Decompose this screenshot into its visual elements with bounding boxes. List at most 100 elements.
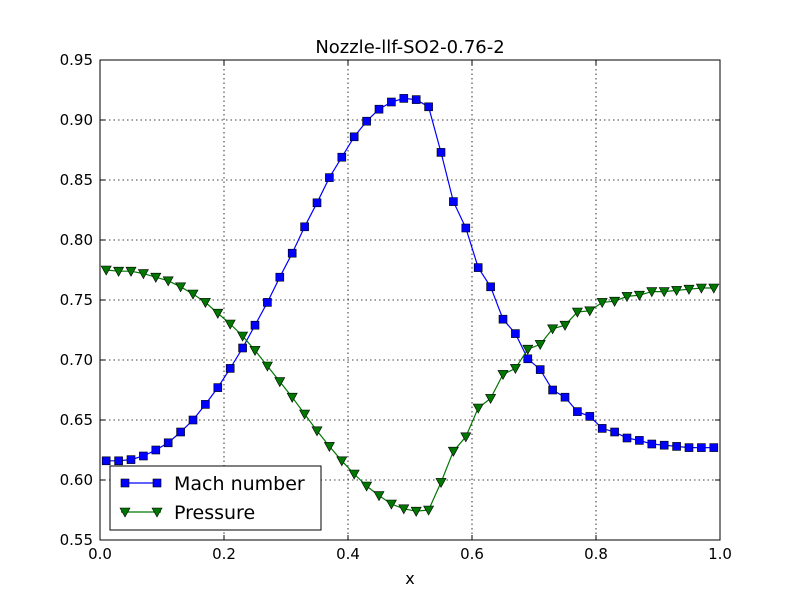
data-point-mach-number — [411, 95, 421, 104]
data-point-pressure — [447, 446, 459, 457]
data-point-pressure — [485, 394, 497, 405]
data-point-pressure — [658, 287, 670, 298]
data-point-mach-number — [287, 248, 297, 258]
data-point-pressure — [435, 478, 447, 489]
data-point-pressure — [175, 282, 187, 293]
series-line-mach-number — [106, 97, 714, 462]
data-point-pressure — [460, 432, 472, 443]
data-point-pressure — [187, 289, 199, 300]
data-point-mach-number — [114, 456, 123, 466]
data-point-pressure — [286, 392, 298, 403]
data-point-pressure — [199, 298, 211, 309]
axis-ticks: 0.0 0.2 0.4 0.6 0.8 1.0 0.55 0.60 0.65 0.70 0.75 0.… — [60, 51, 732, 563]
data-point-mach-number — [560, 392, 570, 402]
data-point-pressure — [150, 272, 162, 283]
data-point-mach-number — [473, 263, 483, 272]
data-point-pressure — [274, 377, 286, 388]
data-point-pressure — [609, 296, 621, 307]
data-point-mach-number — [635, 436, 644, 445]
y-tick-label: 0.60 — [60, 471, 93, 489]
data-point-pressure — [596, 298, 608, 309]
data-point-mach-number — [709, 443, 719, 452]
data-point-mach-number — [511, 329, 520, 338]
data-point-mach-number — [424, 102, 433, 112]
y-tick-label: 0.75 — [60, 291, 93, 309]
x-tick-label: 1.0 — [708, 545, 732, 563]
x-tick-label: 0.2 — [212, 545, 236, 563]
data-point-mach-number — [610, 427, 619, 437]
legend-marker-mach-number — [120, 478, 130, 488]
data-point-pressure — [261, 361, 273, 372]
data-point-mach-number — [697, 443, 706, 452]
data-point-mach-number — [163, 438, 173, 448]
data-point-mach-number — [238, 343, 247, 353]
data-point-mach-number — [597, 424, 607, 433]
data-point-mach-number — [548, 385, 557, 395]
data-point-mach-number — [101, 456, 111, 466]
data-point-pressure — [472, 403, 484, 414]
x-axis-label: x — [405, 569, 414, 588]
data-point-mach-number — [573, 407, 582, 416]
data-point-pressure — [398, 504, 410, 515]
data-point-mach-number — [647, 439, 657, 449]
data-point-pressure — [410, 506, 422, 517]
legend-label-mach-number: Mach number — [174, 473, 305, 495]
data-point-pressure — [584, 306, 596, 317]
data-point-pressure — [683, 284, 695, 295]
data-point-mach-number — [684, 443, 694, 452]
data-point-mach-number — [387, 97, 396, 107]
data-point-mach-number — [300, 222, 309, 232]
data-point-pressure — [137, 269, 149, 280]
legend-box — [109, 465, 322, 531]
data-point-mach-number — [275, 272, 285, 282]
data-point-pressure — [249, 346, 261, 357]
data-point-mach-number — [672, 442, 681, 451]
data-point-mach-number — [213, 383, 223, 392]
chart-title: Nozzle-llf-SO2-0.76-2 — [315, 37, 504, 58]
series-mach-number — [101, 94, 719, 466]
x-tick-label: 0.8 — [584, 545, 608, 563]
data-point-pressure — [373, 491, 385, 502]
data-point-pressure — [559, 320, 571, 331]
legend-marker-mach-number — [152, 478, 162, 488]
data-point-pressure — [336, 456, 348, 467]
data-point-mach-number — [399, 94, 409, 103]
data-point-mach-number — [498, 314, 508, 324]
y-tick-label: 0.55 — [60, 531, 93, 549]
data-point-mach-number — [585, 412, 595, 421]
series-pressure — [100, 265, 720, 517]
data-point-mach-number — [486, 282, 495, 292]
y-tick-label: 0.85 — [60, 171, 93, 189]
data-point-pressure — [633, 290, 645, 301]
data-point-pressure — [323, 442, 335, 453]
x-tick-label: 0.0 — [88, 545, 112, 563]
data-point-pressure — [708, 283, 720, 294]
data-point-mach-number — [374, 104, 384, 114]
legend-marker-pressure — [119, 507, 131, 518]
data-point-pressure — [299, 409, 311, 420]
data-point-mach-number — [188, 415, 198, 425]
y-tick-label: 0.65 — [60, 411, 93, 429]
data-point-pressure — [571, 307, 583, 318]
data-point-mach-number — [263, 298, 272, 307]
data-point-pressure — [509, 364, 521, 375]
data-point-pressure — [695, 283, 707, 294]
y-tick-label: 0.95 — [60, 51, 93, 69]
grid-lines — [100, 60, 720, 540]
data-point-pressure — [671, 286, 683, 297]
data-point-mach-number — [312, 198, 322, 208]
data-point-pressure — [361, 481, 373, 492]
data-point-mach-number — [659, 440, 669, 450]
data-point-pressure — [423, 505, 435, 516]
data-point-mach-number — [622, 433, 632, 443]
legend-label-pressure: Pressure — [174, 502, 255, 524]
data-point-mach-number — [349, 132, 359, 142]
data-point-mach-number — [337, 152, 347, 162]
data-point-pressure — [547, 324, 559, 335]
x-tick-label: 0.4 — [336, 545, 360, 563]
data-point-mach-number — [449, 197, 458, 206]
data-point-mach-number — [523, 354, 533, 364]
y-tick-label: 0.80 — [60, 231, 93, 249]
data-point-mach-number — [362, 116, 371, 126]
